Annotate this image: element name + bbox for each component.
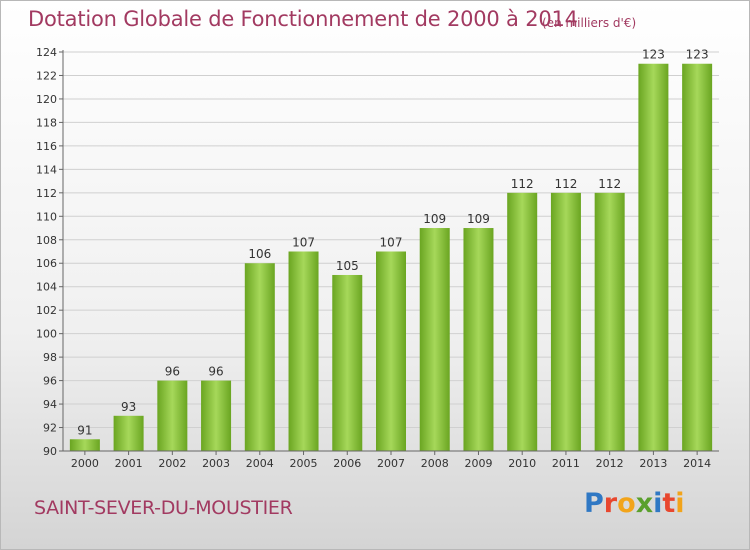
data-label: 96 [208,365,223,379]
y-tick-label: 114 [36,163,57,176]
y-tick-label: 96 [43,375,57,388]
y-tick-label: 102 [36,304,57,317]
logo-letter: r [603,488,618,519]
x-tick-label: 2013 [639,457,667,470]
data-label: 107 [292,236,315,250]
bar [113,415,144,451]
y-tick-label: 100 [36,328,57,341]
x-tick-label: 2003 [202,457,230,470]
labels: 90 92 94 96 98 100 102 104 106 108 110 112 114 116 118… [36,46,711,470]
x-tick-label: 2004 [246,457,274,470]
y-tick-label: 108 [36,234,57,247]
data-label: 112 [511,177,534,191]
bar [419,228,450,451]
y-tick-label: 94 [43,398,57,411]
logo-letter: P [584,488,604,519]
x-tick-label: 2008 [421,457,449,470]
y-tick-label: 116 [36,140,57,153]
bar [288,251,319,451]
data-label: 107 [380,236,403,250]
logo-letter: x [635,488,654,519]
y-tick-label: 120 [36,93,57,106]
data-label: 109 [467,212,490,226]
data-label: 91 [77,423,92,437]
y-tick-label: 110 [36,210,57,223]
logo-letter: i [653,488,663,519]
x-tick-label: 2007 [377,457,405,470]
logo-letter: t [662,488,676,519]
data-label: 105 [336,259,359,273]
axes [59,50,719,455]
commune-name: SAINT-SEVER-DU-MOUSTIER [34,497,293,519]
bar [69,439,100,451]
bar [244,263,275,451]
y-tick-label: 112 [36,187,57,200]
x-tick-label: 2009 [464,457,492,470]
logo-letter: i [675,488,685,519]
bar [332,274,363,451]
bar [376,251,406,451]
bar [507,192,538,451]
x-tick-label: 2005 [290,457,318,470]
data-label: 123 [642,48,665,62]
logo-letter: o [617,488,636,519]
bar [550,192,581,451]
y-tick-label: 104 [36,281,57,294]
bar [201,380,232,451]
chart-subtitle: (en milliers d'€) [542,16,637,30]
bar [157,380,188,451]
x-tick-label: 2014 [683,457,711,470]
bar [463,228,494,451]
x-tick-label: 2010 [508,457,536,470]
x-tick-label: 2011 [552,457,580,470]
x-tick-label: 2002 [158,457,186,470]
data-label: 112 [554,177,577,191]
bar [682,63,713,452]
data-label: 109 [423,212,446,226]
data-label: 123 [686,48,709,62]
x-tick-label: 2000 [71,457,99,470]
chart-title: Dotation Globale de Fonctionnement de 20… [28,7,578,31]
bar [594,192,625,451]
x-tick-label: 2001 [115,457,143,470]
y-tick-label: 106 [36,257,57,270]
y-tick-label: 98 [43,351,57,364]
data-label: 112 [598,177,621,191]
y-tick-label: 124 [36,46,57,59]
y-tick-label: 118 [36,116,57,129]
bar [638,63,669,452]
bars [69,63,713,452]
data-label: 96 [165,365,180,379]
x-tick-label: 2012 [596,457,624,470]
y-tick-label: 92 [43,422,57,435]
y-tick-label: 122 [36,69,57,82]
data-label: 93 [121,400,136,414]
data-label: 106 [248,247,271,261]
proxiti-logo: Proxiti [584,488,685,519]
x-tick-label: 2006 [333,457,361,470]
y-tick-label: 90 [43,445,57,458]
